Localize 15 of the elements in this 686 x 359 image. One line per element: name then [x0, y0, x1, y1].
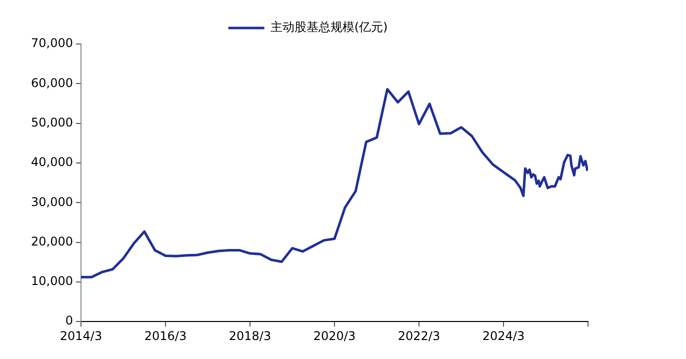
x-tick-label: 2022/3 — [398, 328, 440, 343]
y-tick-label: 10,000 — [30, 274, 73, 288]
y-tick-label: 50,000 — [30, 115, 73, 130]
x-tick-label: 2016/3 — [144, 328, 187, 343]
x-tick-label: 2024/3 — [482, 328, 525, 343]
y-tick-label: 0 — [65, 314, 73, 328]
y-tick-label: 30,000 — [30, 194, 73, 209]
y-tick-label: 20,000 — [30, 234, 73, 248]
x-tick-label: 2020/3 — [313, 328, 356, 343]
x-tick-label: 2014/3 — [60, 328, 102, 343]
y-tick-label: 40,000 — [30, 155, 73, 170]
y-tick-label: 70,000 — [30, 36, 73, 50]
legend-label: 主动股基总规模(亿元) — [270, 20, 388, 34]
x-tick-label: 2018/3 — [228, 328, 272, 343]
y-tick-label: 60,000 — [30, 76, 73, 90]
